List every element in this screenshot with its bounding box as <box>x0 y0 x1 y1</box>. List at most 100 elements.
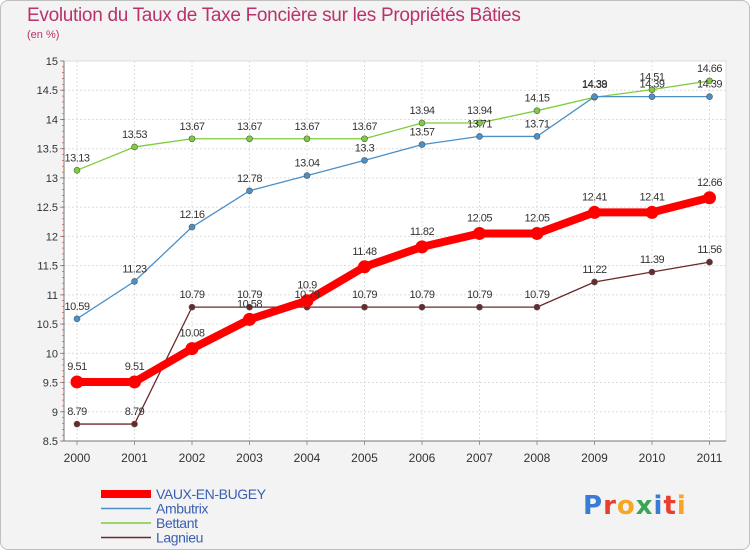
data-point <box>361 157 368 164</box>
plot-area <box>63 60 727 442</box>
data-point <box>131 420 138 428</box>
data-label: 14.66 <box>697 63 722 75</box>
data-point <box>188 223 196 231</box>
x-tick-label: 2001 <box>121 451 148 465</box>
data-label: 13.67 <box>294 121 319 133</box>
data-label: 10.79 <box>352 289 377 301</box>
y-tick-label: 8.5 <box>43 436 58 448</box>
data-label: 13.67 <box>237 121 262 133</box>
data-label: 8.79 <box>67 406 87 418</box>
data-point <box>533 303 541 311</box>
data-point <box>361 303 368 311</box>
data-label: 8.79 <box>125 406 145 418</box>
data-label: 12.41 <box>582 191 607 203</box>
data-point <box>418 303 426 311</box>
y-tick-label: 12 <box>46 231 58 243</box>
data-label: 13.94 <box>467 105 492 117</box>
data-label: 10.08 <box>179 328 204 340</box>
data-label: 13.13 <box>64 152 89 164</box>
data-label: 10.9 <box>297 280 317 292</box>
data-label: 10.79 <box>524 289 549 301</box>
y-tick-label: 11 <box>47 290 58 302</box>
data-label: 11.39 <box>640 254 665 266</box>
data-point <box>476 133 483 140</box>
data-point <box>131 143 138 151</box>
y-tick-label: 13.5 <box>37 144 58 156</box>
x-tick-label: 2008 <box>524 451 551 465</box>
data-point <box>418 119 426 127</box>
data-label: 10.59 <box>64 301 89 313</box>
y-tick-label: 14.5 <box>37 85 58 97</box>
legend-label: Lagnieu <box>156 530 203 546</box>
data-point <box>188 303 196 311</box>
data-point <box>648 268 656 276</box>
data-point <box>303 172 311 179</box>
chart-title: Evolution du Taux de Taxe Foncière sur l… <box>27 5 521 26</box>
data-label: 10.79 <box>237 289 262 301</box>
data-label: 9.51 <box>125 361 145 373</box>
data-label: 13.04 <box>294 158 319 170</box>
data-point <box>246 135 253 143</box>
data-label: 13.94 <box>409 105 434 117</box>
data-point <box>706 93 713 100</box>
data-label: 12.41 <box>639 191 664 203</box>
data-point <box>648 93 656 100</box>
data-label: 11.23 <box>122 263 147 275</box>
series-line <box>76 96 710 320</box>
series-line <box>77 193 711 386</box>
y-tick-label: 13 <box>46 173 58 185</box>
data-label: 14.38 <box>582 79 607 91</box>
data-point <box>73 167 81 174</box>
data-point <box>645 205 659 219</box>
data-point <box>473 226 486 240</box>
data-label: 13.67 <box>352 121 377 133</box>
data-label: 11.22 <box>582 264 607 276</box>
data-label: 12.78 <box>237 173 262 185</box>
data-point <box>648 86 656 93</box>
data-point <box>533 133 541 140</box>
data-label: 11.82 <box>410 226 435 238</box>
data-point <box>73 420 81 428</box>
data-point <box>591 93 598 100</box>
legend-label: Bettant <box>156 515 198 531</box>
data-point <box>243 312 256 326</box>
legend-label: Ambutrix <box>156 501 208 517</box>
data-label: 14.15 <box>524 93 549 105</box>
data-point <box>706 77 713 85</box>
x-tick-label: 2011 <box>697 451 723 465</box>
data-point <box>246 187 253 195</box>
data-point <box>185 342 199 356</box>
data-label: 13.53 <box>122 129 147 141</box>
data-label: 12.66 <box>697 177 722 189</box>
x-tick-label: 2000 <box>64 451 91 465</box>
data-point <box>128 375 141 389</box>
y-tick-label: 10 <box>46 348 58 360</box>
data-point <box>415 240 429 254</box>
x-tick-label: 2005 <box>351 451 378 465</box>
data-point <box>418 141 426 148</box>
x-tick-label: 2003 <box>236 451 263 465</box>
data-point <box>73 315 81 323</box>
data-label: 14.51 <box>639 72 664 84</box>
data-point <box>591 278 598 286</box>
data-label: 11.56 <box>697 244 722 256</box>
data-point <box>476 119 483 127</box>
y-tick-label: 9 <box>52 407 58 419</box>
data-label: 13.57 <box>409 127 434 139</box>
data-label: 13.67 <box>179 121 204 133</box>
data-point <box>706 258 713 266</box>
data-label: 10.58 <box>237 298 262 310</box>
proxiti-logo: Proxiti <box>583 491 687 521</box>
x-tick-label: 2009 <box>581 451 608 465</box>
data-label: 14.39 <box>697 79 722 91</box>
data-point <box>70 375 84 389</box>
data-label: 11.48 <box>352 246 377 258</box>
data-label: 9.51 <box>67 361 87 373</box>
data-label: 12.16 <box>179 209 204 221</box>
y-tick-label: 10.5 <box>37 319 58 331</box>
data-label: 10.79 <box>467 289 492 301</box>
x-tick-label: 2002 <box>179 451 206 465</box>
y-tick-label: 9.5 <box>43 378 58 390</box>
data-label: 10.79 <box>409 289 434 301</box>
